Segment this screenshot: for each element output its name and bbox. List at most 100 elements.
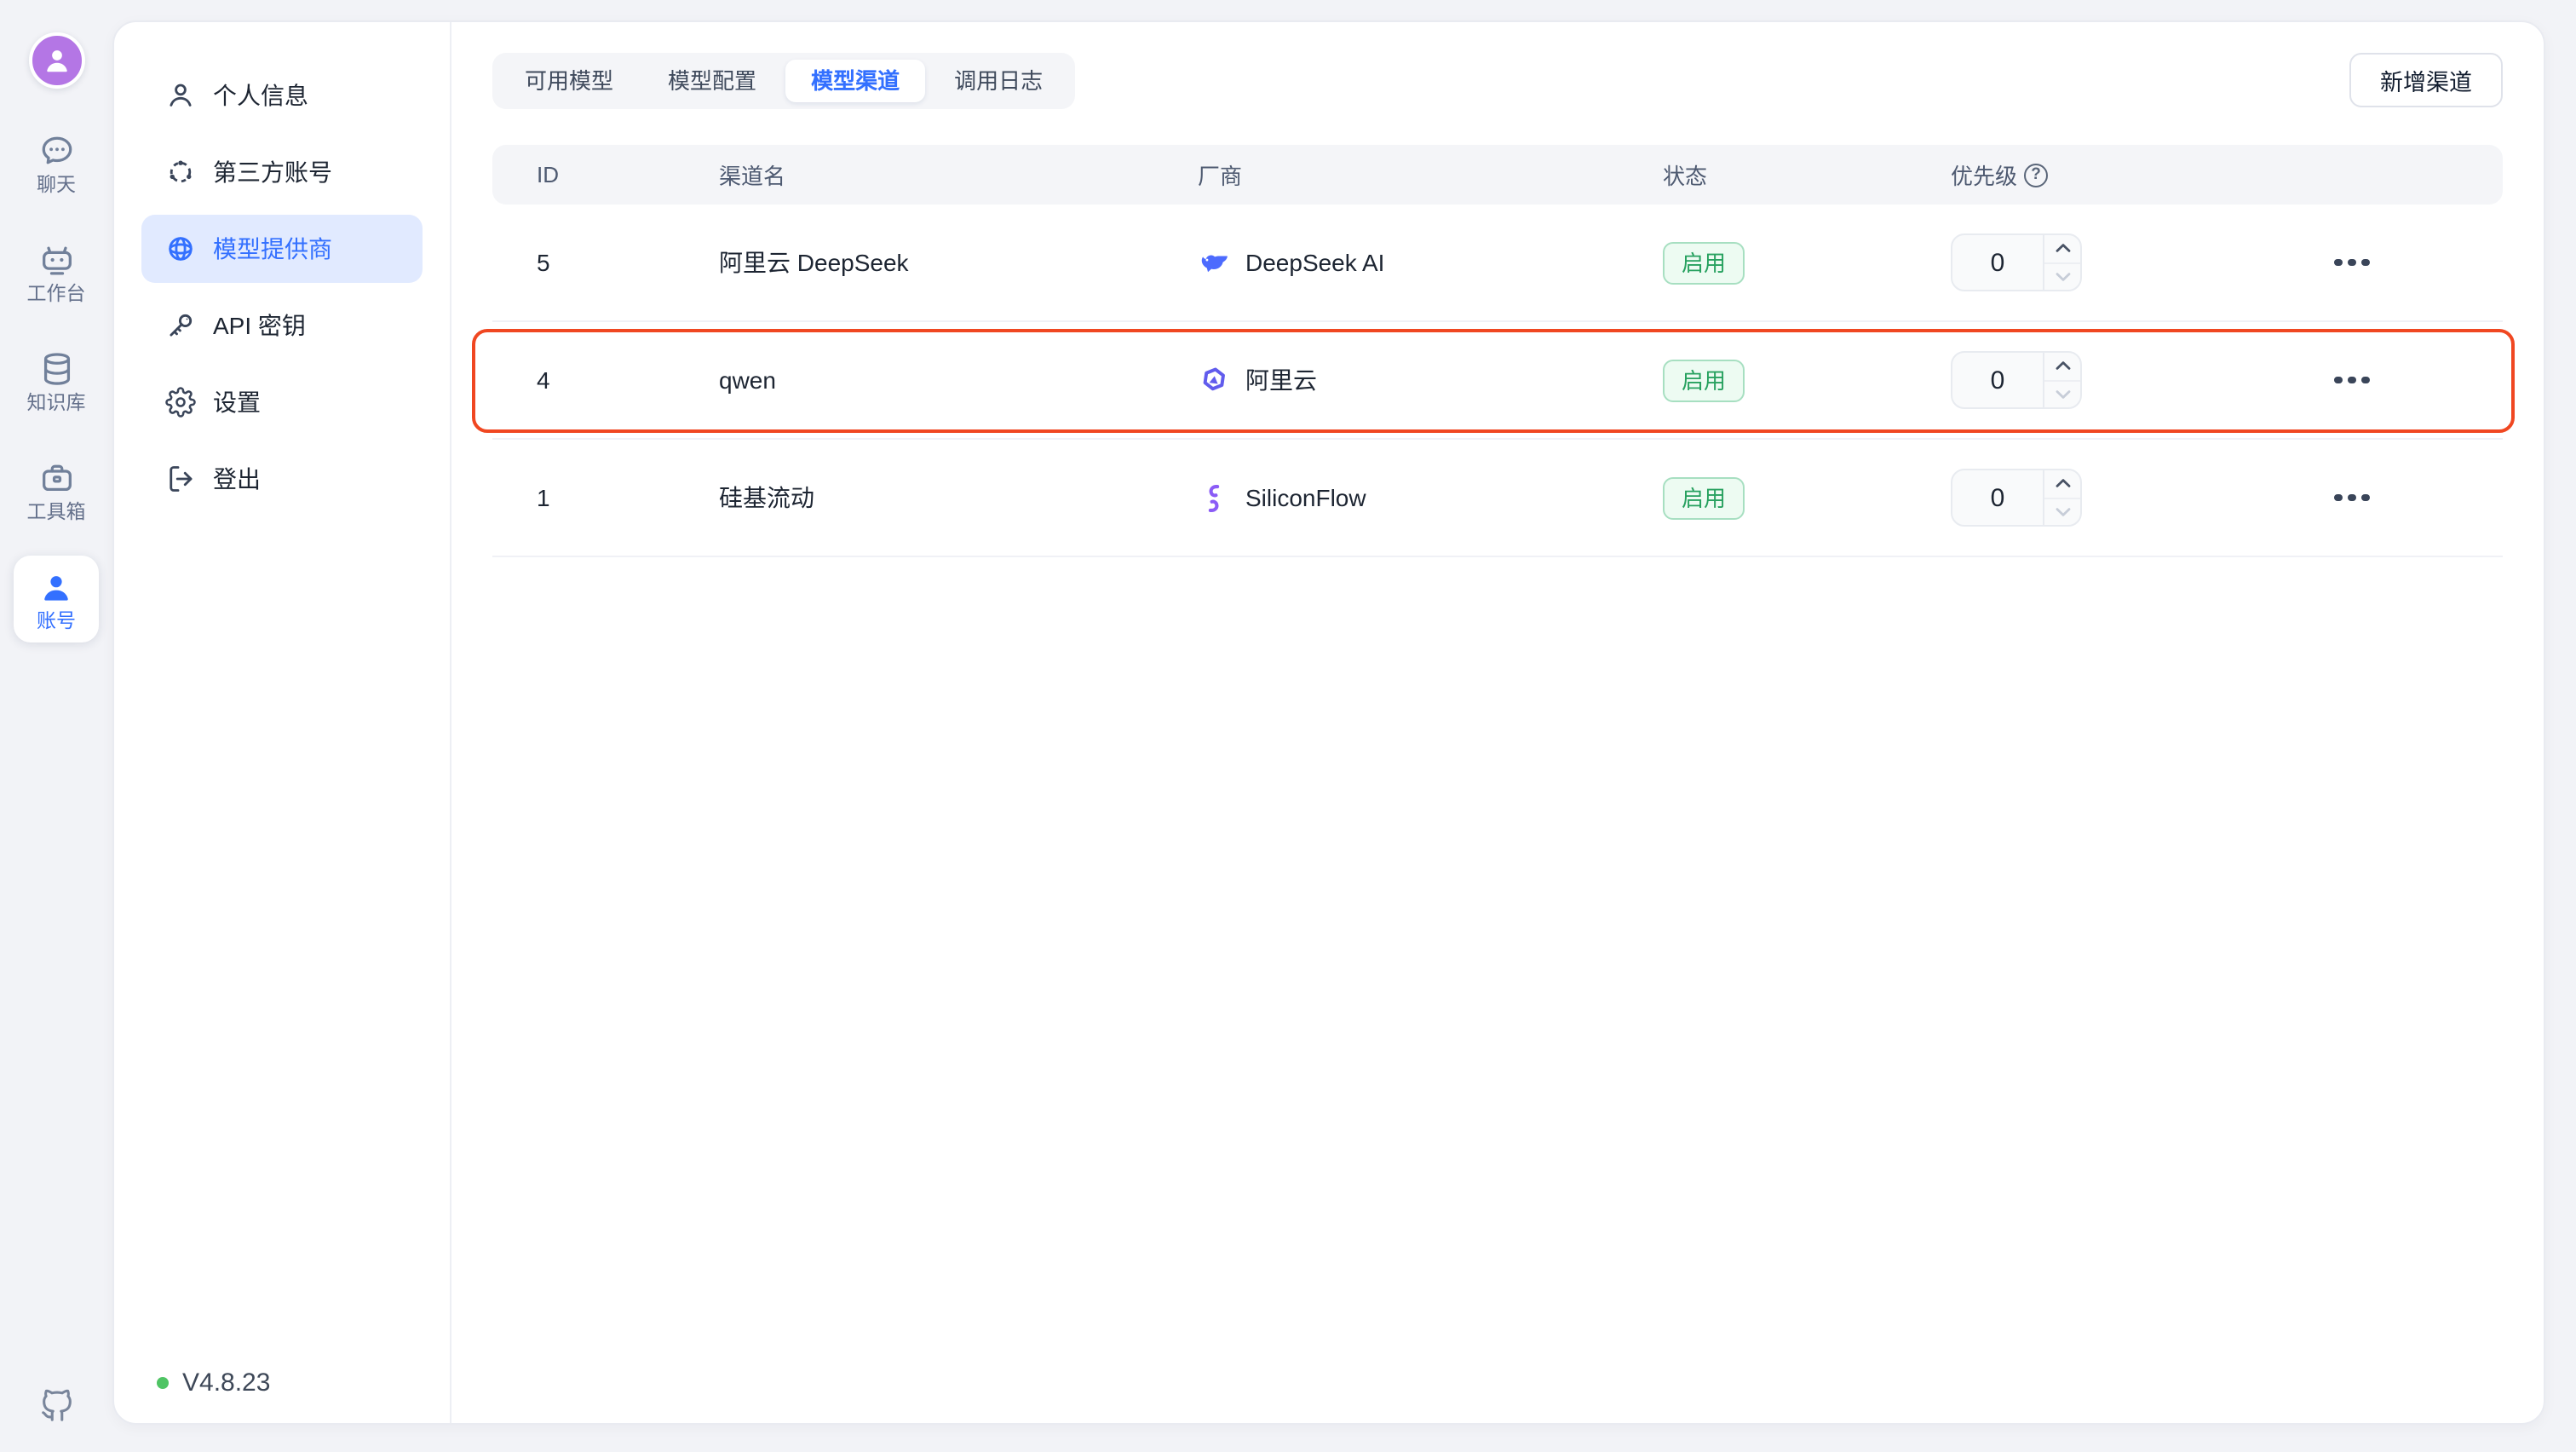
version-indicator: V4.8.23 <box>157 1368 270 1397</box>
cell-priority: 0 <box>1951 469 2283 527</box>
rail-item-label: 聊天 <box>37 176 76 196</box>
alibaba-icon <box>1203 366 1225 390</box>
sidebar-item-personal-info[interactable]: 个人信息 <box>141 61 423 130</box>
sidebar-item-settings[interactable]: 设置 <box>141 368 423 436</box>
avatar-person-icon <box>46 50 66 72</box>
cell-channel-name: qwen <box>719 366 776 394</box>
table-row-highlighted: 4 qwen 阿里云 启用 0 <box>472 322 2515 440</box>
channels-content: 可用模型 模型配置 模型渠道 调用日志 新增渠道 ID 渠道名 厂商 状态 优先… <box>451 22 2544 1423</box>
workbench-icon <box>37 240 76 279</box>
priority-value[interactable]: 0 <box>1990 483 2005 512</box>
rail-item-knowledge[interactable]: 知识库 <box>27 349 86 416</box>
sidebar-item-label: 第三方账号 <box>213 158 332 186</box>
stepper-up-button[interactable] <box>2044 235 2080 262</box>
table-row: 1 硅基流动 SiliconFlow 启用 0 <box>492 440 2503 557</box>
cell-channel-name: 硅基流动 <box>719 484 814 511</box>
tab-call-logs[interactable]: 调用日志 <box>954 68 1044 94</box>
model-provider-icon <box>165 233 196 264</box>
stepper-down-button[interactable] <box>2044 262 2080 290</box>
cell-vendor: 阿里云 <box>1198 363 1663 397</box>
chevron-down-icon <box>2055 272 2070 281</box>
priority-stepper[interactable]: 0 <box>1951 351 2082 409</box>
cell-status: 启用 <box>1663 241 1951 284</box>
chevron-up-icon <box>2055 479 2070 488</box>
sidebar-item-label: 模型提供商 <box>213 235 332 262</box>
app-rail: 聊天 工作台 知识库 <box>0 0 112 1452</box>
row-menu-button[interactable] <box>2283 258 2503 267</box>
chat-icon <box>37 131 76 170</box>
logout-icon <box>165 464 196 494</box>
priority-value[interactable]: 0 <box>1990 366 2005 395</box>
sidebar-item-label: 设置 <box>213 389 261 416</box>
tab-model-channels[interactable]: 模型渠道 <box>785 60 926 102</box>
tab-model-config[interactable]: 模型配置 <box>668 68 757 94</box>
table-row: 5 阿里云 DeepSeek DeepSeek AI 启用 0 <box>492 205 2503 322</box>
help-icon[interactable]: ? <box>2024 163 2049 187</box>
sidebar-item-third-party[interactable]: 第三方账号 <box>141 138 423 206</box>
col-header-channel-name: 渠道名 <box>719 164 786 189</box>
status-badge: 启用 <box>1663 476 1745 519</box>
priority-stepper[interactable]: 0 <box>1951 233 2082 291</box>
chevron-up-icon <box>2055 244 2070 253</box>
tab-available-models[interactable]: 可用模型 <box>525 68 614 94</box>
chevron-down-icon <box>2055 507 2070 516</box>
vendor-name: DeepSeek AI <box>1245 249 1385 276</box>
key-icon <box>165 310 196 341</box>
table-header: ID 渠道名 厂商 状态 优先级 ? <box>492 145 2503 205</box>
rail-item-label: 工作台 <box>26 285 86 305</box>
add-channel-button[interactable]: 新增渠道 <box>2349 53 2503 107</box>
topbar: 可用模型 模型配置 模型渠道 调用日志 新增渠道 <box>492 53 2503 109</box>
col-header-priority: 优先级 ? <box>1951 158 2283 191</box>
stepper-down-button[interactable] <box>2044 379 2080 407</box>
priority-value[interactable]: 0 <box>1990 248 2005 277</box>
siliconflow-icon <box>1208 484 1220 511</box>
knowledge-icon <box>37 349 76 389</box>
cell-vendor: SiliconFlow <box>1198 481 1663 514</box>
cell-vendor: DeepSeek AI <box>1198 246 1663 279</box>
col-header-id: ID <box>537 162 559 187</box>
stepper-down-button[interactable] <box>2044 497 2080 525</box>
sidebar-item-label: 个人信息 <box>213 82 308 109</box>
sidebar-item-logout[interactable]: 登出 <box>141 445 423 513</box>
row-menu-button[interactable] <box>2283 376 2503 384</box>
cell-priority: 0 <box>1951 233 2283 291</box>
user-icon <box>165 80 196 111</box>
cell-id: 5 <box>537 249 550 276</box>
sidebar-item-model-provider[interactable]: 模型提供商 <box>141 215 423 283</box>
chevron-up-icon <box>2055 361 2070 371</box>
github-icon[interactable] <box>37 1386 76 1425</box>
rail-item-label: 知识库 <box>26 394 86 414</box>
rail-item-toolbox[interactable]: 工具箱 <box>27 458 86 525</box>
sidebar-item-label: 登出 <box>213 465 261 493</box>
priority-stepper[interactable]: 0 <box>1951 469 2082 527</box>
cell-status: 启用 <box>1663 359 1951 401</box>
app-panel: 个人信息 第三方账号 <box>112 20 2545 1425</box>
toolbox-icon <box>37 458 76 498</box>
rail-item-label: 账号 <box>37 612 76 632</box>
sidebar-item-label: API 密钥 <box>213 312 306 339</box>
account-icon <box>37 568 76 607</box>
rail-item-chat[interactable]: 聊天 <box>37 131 76 198</box>
sidebar-item-api-keys[interactable]: API 密钥 <box>141 291 423 360</box>
vendor-name: 阿里云 <box>1245 366 1317 394</box>
channels-table: ID 渠道名 厂商 状态 优先级 ? 5 阿里云 DeepSeek <box>472 145 2515 557</box>
vendor-name: SiliconFlow <box>1245 484 1366 511</box>
cell-id: 4 <box>537 366 550 394</box>
cell-priority: 0 <box>1951 351 2283 409</box>
status-badge: 启用 <box>1663 241 1745 284</box>
rail-item-account[interactable]: 账号 <box>14 556 99 642</box>
stepper-up-button[interactable] <box>2044 470 2080 497</box>
status-dot <box>157 1377 169 1389</box>
third-party-icon <box>165 157 196 187</box>
col-header-vendor: 厂商 <box>1198 164 1243 189</box>
rail-item-workbench[interactable]: 工作台 <box>27 240 86 307</box>
account-sidebar: 个人信息 第三方账号 <box>114 22 451 1423</box>
gear-icon <box>165 387 196 418</box>
row-menu-button[interactable] <box>2283 493 2503 502</box>
avatar[interactable] <box>28 32 84 89</box>
stepper-up-button[interactable] <box>2044 353 2080 379</box>
status-badge: 启用 <box>1663 359 1745 401</box>
model-tabs: 可用模型 模型配置 模型渠道 调用日志 <box>492 53 1076 109</box>
col-header-status: 状态 <box>1663 164 1708 189</box>
